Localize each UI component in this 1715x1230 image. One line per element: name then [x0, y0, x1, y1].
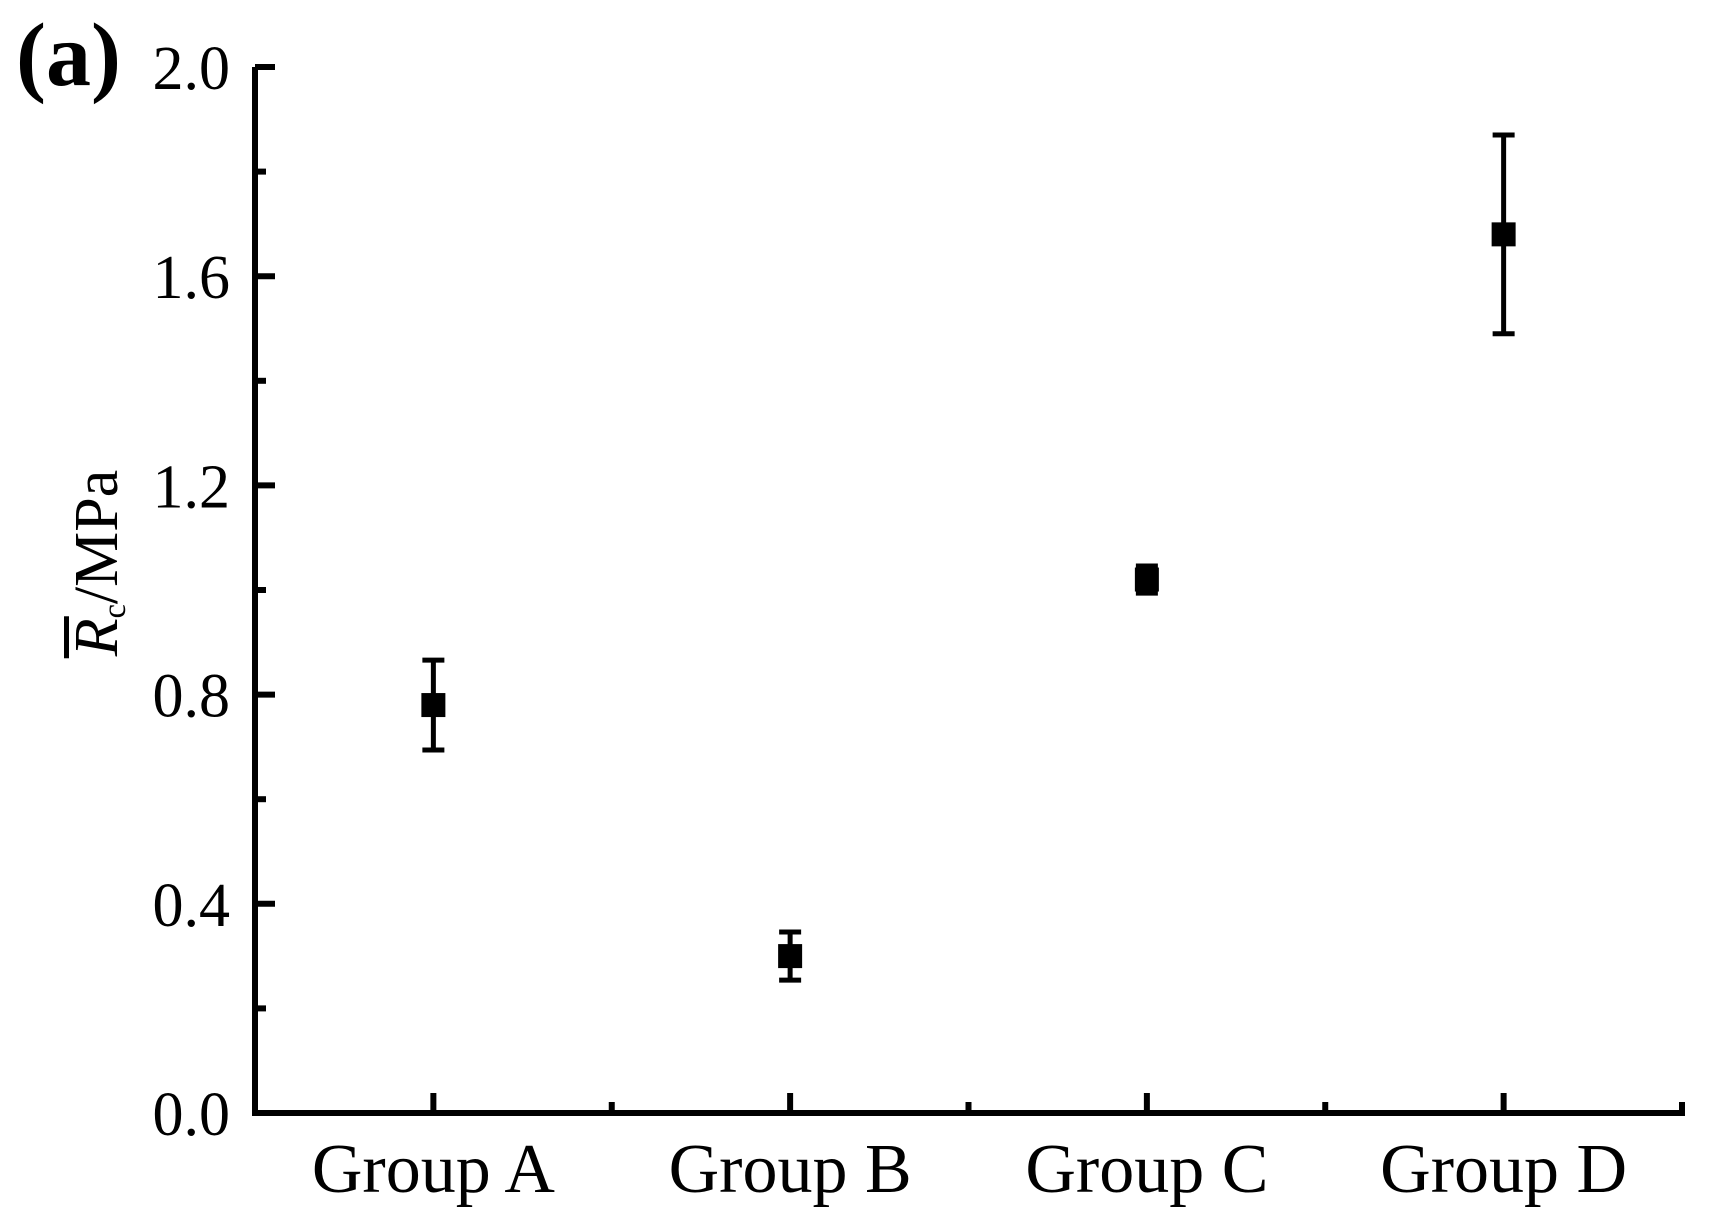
y-tick-label: 1.6: [153, 244, 231, 312]
x-tick-label: Group D: [1380, 1131, 1627, 1208]
y-tick-label: 0.8: [153, 663, 231, 731]
y-tick-label: 0.4: [153, 872, 231, 940]
y-tick-label: 1.2: [153, 453, 231, 521]
y-tick-label: 0.0: [153, 1081, 231, 1149]
data-point-square: [1491, 222, 1516, 247]
data-point-square: [1134, 567, 1159, 592]
data-point-square: [421, 693, 446, 718]
data-point-square: [778, 944, 803, 969]
y-tick-label: 2.0: [153, 35, 231, 103]
x-tick-label: Group C: [1025, 1131, 1268, 1208]
x-tick-label: Group A: [312, 1131, 556, 1208]
panel-label: (a): [16, 6, 121, 105]
x-tick-label: Group B: [669, 1131, 912, 1208]
